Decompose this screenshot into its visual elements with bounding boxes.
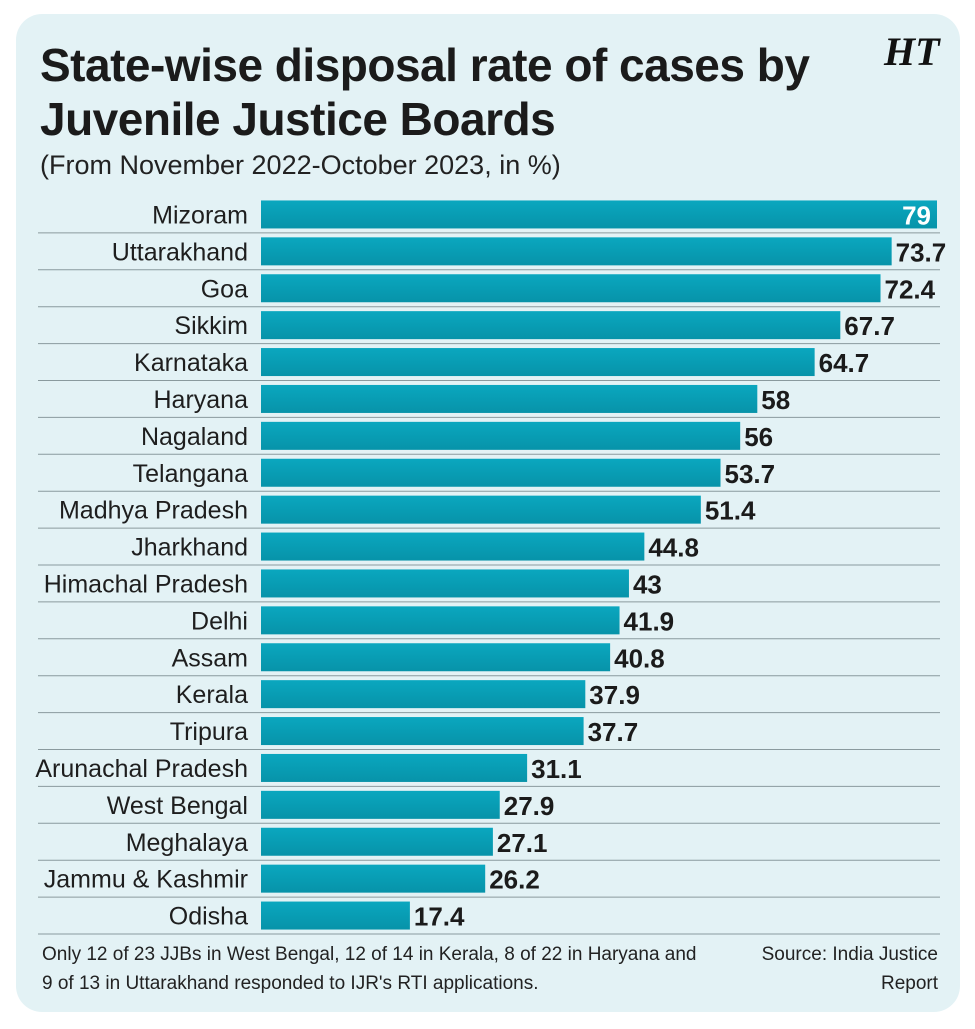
value-label: 44.8 bbox=[648, 533, 699, 563]
category-label: Delhi bbox=[191, 607, 248, 635]
value-label: 64.7 bbox=[819, 348, 870, 378]
bar bbox=[261, 717, 584, 746]
bar bbox=[261, 458, 721, 487]
category-label: Jammu & Kashmir bbox=[44, 866, 248, 894]
value-label: 37.9 bbox=[589, 680, 640, 710]
bar bbox=[261, 569, 629, 598]
category-label: Kerala bbox=[176, 681, 248, 709]
bar bbox=[261, 421, 741, 450]
bar bbox=[261, 606, 620, 635]
category-label: Telangana bbox=[133, 460, 248, 488]
category-label: Haryana bbox=[154, 386, 249, 414]
bar bbox=[261, 237, 892, 266]
value-label: 17.4 bbox=[414, 902, 465, 932]
value-label: 43 bbox=[633, 569, 662, 599]
ht-logo: HT bbox=[884, 29, 940, 74]
bar bbox=[261, 200, 937, 229]
category-label: Goa bbox=[201, 275, 248, 303]
category-label: Odisha bbox=[169, 903, 248, 931]
bar bbox=[261, 901, 410, 930]
value-label: 31.1 bbox=[531, 754, 582, 784]
bar bbox=[261, 311, 841, 340]
value-label: 27.1 bbox=[497, 828, 548, 858]
category-label: Sikkim bbox=[174, 312, 248, 340]
category-label: Madhya Pradesh bbox=[59, 497, 248, 525]
value-label: 67.7 bbox=[844, 311, 895, 341]
bar bbox=[261, 753, 528, 782]
bar bbox=[261, 532, 645, 561]
bar bbox=[261, 348, 815, 377]
value-label: 56 bbox=[744, 422, 773, 452]
value-label: 73.7 bbox=[896, 237, 947, 267]
bar bbox=[261, 274, 881, 303]
category-label: West Bengal bbox=[107, 792, 248, 820]
bar bbox=[261, 643, 611, 672]
value-label: 27.9 bbox=[504, 791, 555, 821]
value-label: 26.2 bbox=[489, 865, 540, 895]
value-label: 53.7 bbox=[725, 459, 776, 489]
value-label: 51.4 bbox=[705, 496, 756, 526]
value-label: 41.9 bbox=[624, 606, 675, 636]
bar bbox=[261, 680, 586, 709]
category-label: Himachal Pradesh bbox=[44, 570, 248, 598]
chart-subtitle: (From November 2022-October 2023, in %) bbox=[40, 150, 561, 180]
footnote: Only 12 of 23 JJBs in West Bengal, 12 of… bbox=[42, 944, 697, 994]
value-label: 72.4 bbox=[885, 274, 936, 304]
category-label: Tripura bbox=[170, 718, 248, 746]
bar bbox=[261, 790, 500, 819]
chart-title: State-wise disposal rate of cases by Juv… bbox=[40, 39, 810, 145]
category-label: Uttarakhand bbox=[112, 238, 248, 266]
category-label: Nagaland bbox=[141, 423, 248, 451]
category-label: Arunachal Pradesh bbox=[35, 755, 248, 783]
bar bbox=[261, 384, 758, 413]
category-label: Karnataka bbox=[134, 349, 248, 377]
value-label: 79 bbox=[902, 200, 931, 230]
bar bbox=[261, 495, 701, 524]
value-label: 37.7 bbox=[588, 717, 639, 747]
category-label: Assam bbox=[172, 644, 248, 672]
bar bbox=[261, 827, 493, 856]
source-note: Source: India Justice Report bbox=[761, 944, 938, 994]
category-label: Mizoram bbox=[152, 201, 248, 229]
bar bbox=[261, 864, 486, 893]
category-label: Meghalaya bbox=[126, 829, 248, 857]
value-label: 40.8 bbox=[614, 643, 665, 673]
value-label: 58 bbox=[761, 385, 790, 415]
category-label: Jharkhand bbox=[131, 534, 248, 562]
